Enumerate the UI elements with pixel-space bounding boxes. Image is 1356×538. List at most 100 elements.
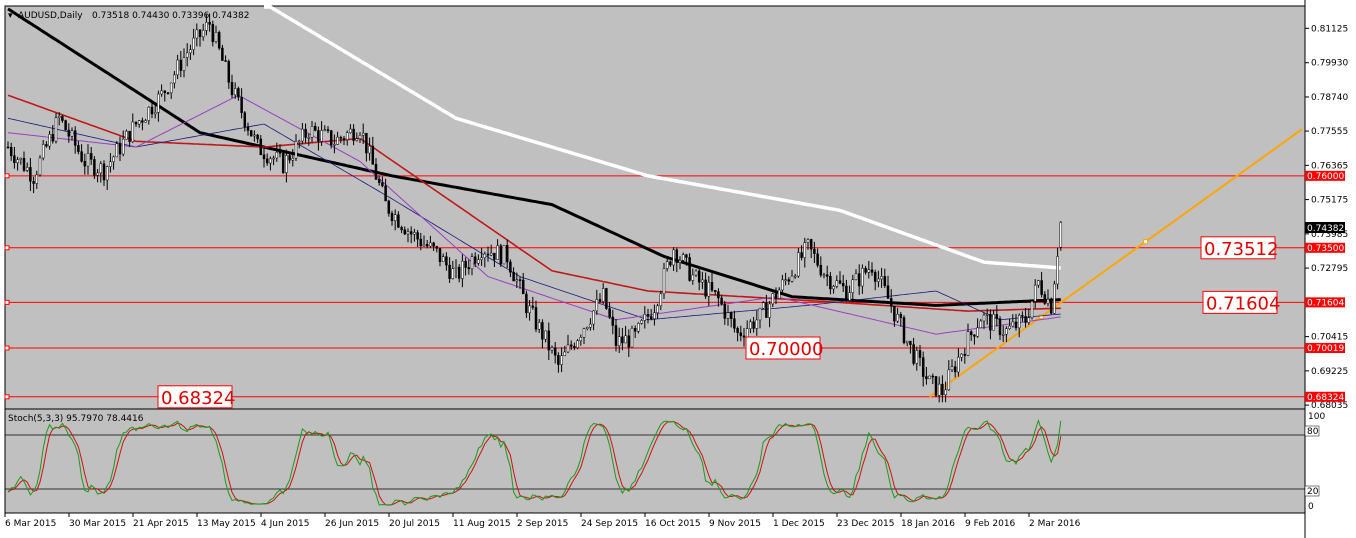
candle-bear (909, 340, 912, 345)
candle-bull (905, 340, 909, 344)
candle-bull (355, 138, 359, 141)
stoch-level-0: 0 (1308, 502, 1314, 512)
candle-bull (637, 323, 640, 332)
price-tick-label: 0.69225 (1311, 367, 1348, 377)
candle-bear (825, 274, 829, 277)
level-tag-box (1305, 343, 1345, 354)
candle-bull (323, 129, 327, 131)
ma-red-line (7, 94, 1061, 312)
candle-bear (464, 260, 467, 268)
candle-bull (195, 29, 199, 39)
candle-bear (29, 167, 32, 182)
candle-bear (611, 316, 615, 326)
candle-bear (733, 318, 736, 329)
candle-bear (230, 82, 234, 96)
candle-bear (704, 279, 707, 297)
candle-bull (189, 49, 192, 54)
candle-bull (214, 32, 218, 43)
candle-bear (902, 317, 906, 344)
candle-bull (544, 330, 547, 340)
price-tick-label: 0.75175 (1311, 196, 1348, 206)
candle-bull (694, 270, 698, 276)
candle-bull (157, 93, 160, 113)
candle-bear (963, 353, 967, 356)
candle-bull (480, 257, 483, 260)
candle-bear (1043, 294, 1047, 304)
candle-bear (941, 383, 944, 396)
date-tick-label: 24 Sep 2015 (581, 519, 638, 529)
candle-bear (93, 159, 96, 176)
candle-bear (237, 88, 240, 98)
candle-bear (217, 32, 221, 49)
candle-bear (317, 130, 320, 142)
candle-bear (89, 153, 93, 160)
candle-bull (982, 314, 986, 322)
collapse-arrow-icon[interactable]: ▾ (8, 11, 13, 21)
candle-bear (553, 347, 557, 356)
candle-bear (819, 264, 823, 276)
candle-bull (99, 163, 103, 174)
price-axis-ticks: 0.81125 0.79930 0.78740 0.77555 0.76365 0.751… (1305, 24, 1348, 411)
candle-bear (342, 138, 346, 140)
stoch-signal-line (7, 421, 1062, 506)
candle-bear (893, 305, 896, 322)
candle-bear (381, 182, 384, 187)
candle-bull (537, 322, 541, 330)
candle-bear (61, 115, 64, 121)
candle-bear (493, 252, 496, 260)
candle-bull (659, 293, 663, 307)
candle-bull (86, 153, 90, 167)
candle-bear (128, 130, 131, 142)
candle-bear (829, 276, 832, 290)
candle-bear (569, 344, 573, 347)
candle-bull (755, 319, 759, 329)
candle-bull (643, 313, 647, 321)
candle-bull (771, 293, 775, 305)
candle-bull (701, 279, 704, 283)
candle-bull (515, 279, 519, 282)
candle-bear (448, 264, 451, 279)
candle-bear (384, 185, 387, 202)
level-handle (4, 394, 10, 400)
candle-bull (294, 140, 298, 159)
candle-bear (845, 285, 848, 301)
level-tag-box (1305, 391, 1345, 402)
candle-bull (137, 120, 141, 125)
candle-bear (432, 242, 435, 247)
candle-bear (163, 90, 167, 93)
chart-ohlc: 0.73518 0.74430 0.73396 0.74382 (92, 11, 249, 21)
stoch-level-100: 100 (1308, 412, 1325, 422)
candle-bear (83, 161, 87, 167)
candle-bear (329, 130, 333, 146)
candle-bear (262, 154, 266, 160)
current-price: 0.74382 (1307, 224, 1344, 234)
candle-bear (1040, 280, 1043, 295)
candle-bear (969, 331, 973, 336)
candle-bear (614, 325, 618, 346)
candle-bear (221, 47, 224, 61)
candle-bear (118, 143, 122, 155)
candle-bull (70, 130, 74, 137)
price-tick-label: 0.73985 (1311, 230, 1348, 240)
candle-bear (925, 376, 928, 380)
candle-bear (281, 152, 285, 173)
stochastic-label: Stoch(5,3,3) 95.7970 78.4416 (8, 414, 144, 424)
candle-bear (67, 129, 71, 137)
date-tick-label: 4 Jun 2015 (261, 519, 309, 529)
candle-bull (617, 336, 621, 346)
level-price-tags: 0.76000 0.73500 0.71604 0.70019 0.68324 (1305, 170, 1345, 403)
candle-bear (509, 261, 512, 273)
candle-bull (253, 134, 256, 137)
level-handle (4, 245, 10, 251)
candle-bull (147, 106, 151, 121)
candle-bull (781, 279, 784, 291)
candle-bear (720, 297, 723, 305)
candle-bull (169, 82, 173, 94)
candle-bull (461, 260, 464, 279)
candle-bear (371, 145, 375, 165)
level-big-label-box (745, 336, 821, 360)
level-tag-text: 0.70019 (1307, 344, 1344, 354)
candle-bull (966, 331, 970, 356)
level-handle (4, 299, 10, 305)
candle-bear (649, 316, 653, 320)
